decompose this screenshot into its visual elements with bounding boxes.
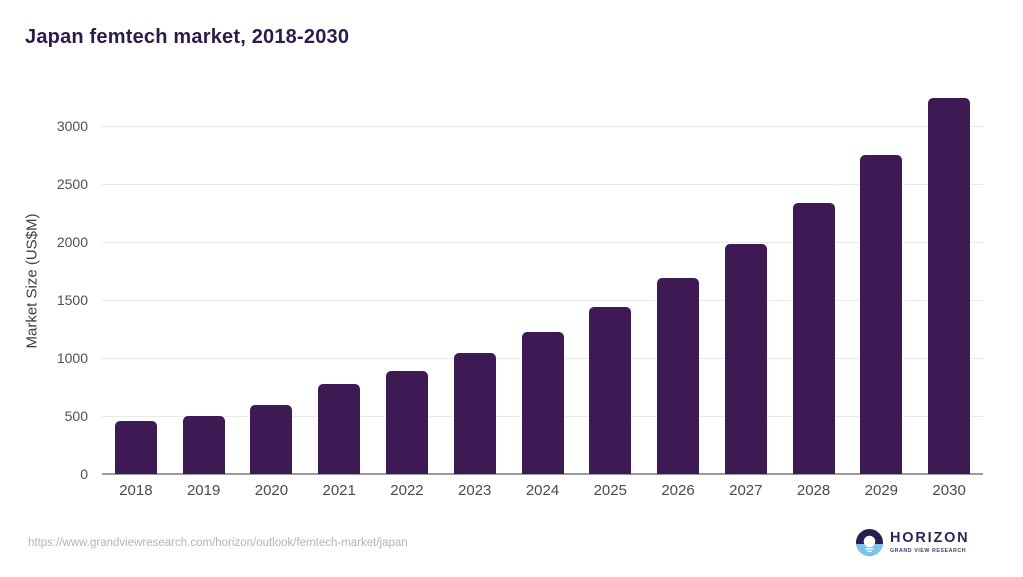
x-tick-label: 2028 [796,482,831,499]
bar-2023 [453,353,496,474]
x-tick-label: 2027 [729,482,763,499]
y-tick-label: 1000 [56,350,88,366]
x-tick-label: 2026 [661,482,695,499]
logo-title: HORIZON [890,530,970,546]
bar-2020 [250,404,293,474]
y-tick-label: 1500 [56,292,88,308]
x-tick-label: 2023 [458,482,492,499]
x-tick-label: 2030 [932,482,966,499]
bar-2030 [928,98,971,474]
bar-2027 [724,244,767,474]
logo-subtitle: GRAND VIEW RESEARCH [890,548,967,554]
y-tick-label: 2500 [56,176,88,192]
x-tick-label: 2025 [593,482,627,499]
bar-2026 [657,277,700,474]
x-tick-label: 2019 [186,482,221,499]
y-tick-label: 500 [64,408,88,424]
gridline [102,184,983,185]
y-tick-label: 3000 [56,118,88,134]
gridline [102,126,983,127]
x-tick-label: 2022 [390,482,424,499]
y-tick-label: 0 [80,466,88,482]
y-tick-label: 2000 [56,234,88,250]
horizon-logo-text: HORIZON GRAND VIEW RESEARCH [890,529,970,555]
bar-2028 [792,203,835,474]
bar-2024 [521,331,564,474]
bar-2019 [182,416,225,474]
chart-title: Japan femtech market, 2018-2030 [25,26,350,48]
x-tick-label: 2029 [864,482,899,499]
gridline [102,242,983,243]
bar-2022 [385,370,428,474]
x-axis-line [102,473,983,475]
source-url: https://www.grandviewresearch.com/horizo… [28,537,408,549]
horizon-sunrise-icon [856,529,883,556]
x-tick-label: 2020 [254,482,289,499]
bar-2018 [114,421,157,474]
x-tick-label: 2024 [525,482,560,499]
bar-2029 [860,155,903,474]
gridline [102,300,983,301]
bar-2025 [589,306,632,474]
horizon-logo: HORIZON GRAND VIEW RESEARCH [856,529,969,556]
plot-area: 0 500 1000 1500 2000 2500 3000 2018 2019 2020 2021… [57,68,983,499]
bar-2021 [318,384,361,474]
x-tick-label: 2021 [322,482,356,499]
x-tick-label: 2018 [119,482,153,499]
